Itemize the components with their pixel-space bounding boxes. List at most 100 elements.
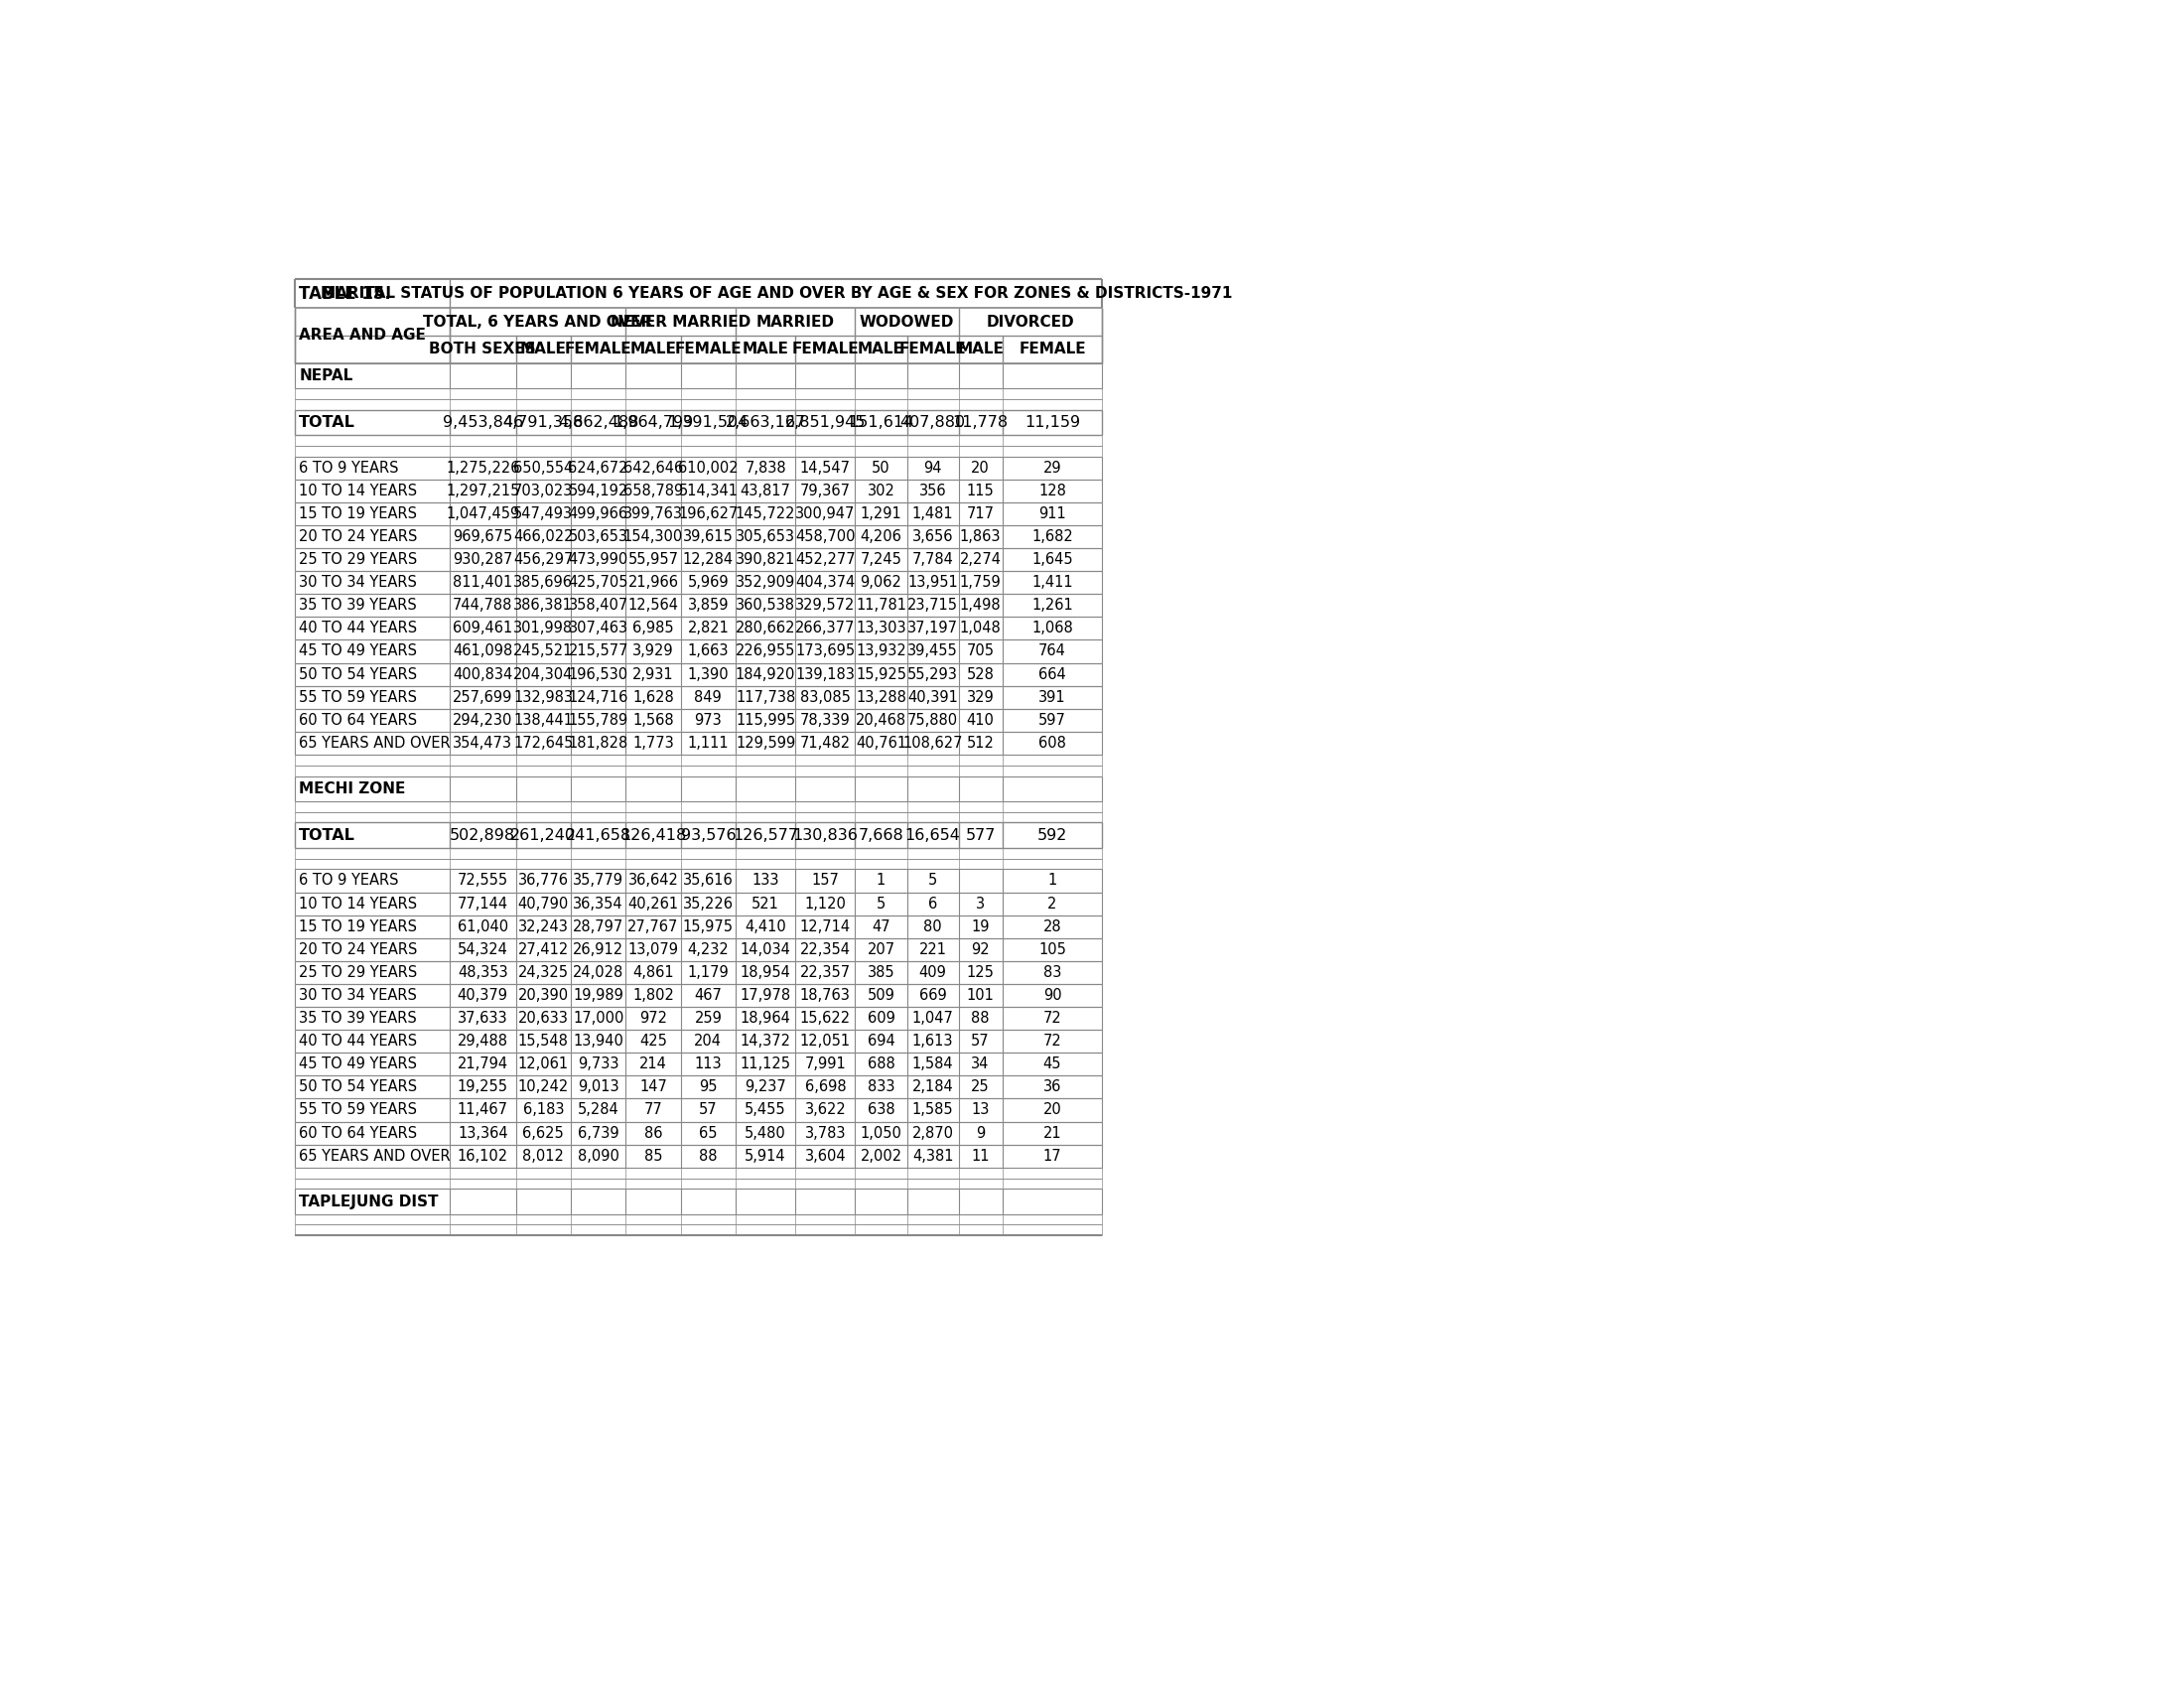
Text: 85: 85 xyxy=(644,1148,662,1163)
Text: 2,663,167: 2,663,167 xyxy=(725,415,806,430)
Text: 12,284: 12,284 xyxy=(684,552,734,567)
Text: 458,700: 458,700 xyxy=(795,530,856,544)
Text: 226,955: 226,955 xyxy=(736,643,795,658)
Text: 80: 80 xyxy=(924,920,941,933)
Text: 48,353: 48,353 xyxy=(459,966,509,981)
Text: MALE: MALE xyxy=(520,343,566,356)
Text: 35,616: 35,616 xyxy=(684,873,734,888)
Text: 1,568: 1,568 xyxy=(633,712,675,728)
Text: 512: 512 xyxy=(968,736,994,751)
Text: 973: 973 xyxy=(695,712,723,728)
Text: 139,183: 139,183 xyxy=(795,667,854,682)
Text: 658,789: 658,789 xyxy=(622,483,684,498)
Text: 6,698: 6,698 xyxy=(804,1080,845,1094)
Text: 77: 77 xyxy=(644,1102,662,1117)
Text: 37,197: 37,197 xyxy=(906,621,959,636)
Text: 54,324: 54,324 xyxy=(456,942,509,957)
Text: 30 TO 34 YEARS: 30 TO 34 YEARS xyxy=(299,576,417,591)
Text: 17,978: 17,978 xyxy=(740,987,791,1003)
Text: 301,998: 301,998 xyxy=(513,621,572,636)
Text: 594,192: 594,192 xyxy=(568,483,629,498)
Text: 1,802: 1,802 xyxy=(633,987,675,1003)
Text: 4,410: 4,410 xyxy=(745,920,786,933)
Text: 703,023: 703,023 xyxy=(513,483,574,498)
Text: 833: 833 xyxy=(867,1080,895,1094)
Text: 8,012: 8,012 xyxy=(522,1148,563,1163)
Text: 20,390: 20,390 xyxy=(518,987,568,1003)
Text: 6,183: 6,183 xyxy=(522,1102,563,1117)
Text: 4,381: 4,381 xyxy=(913,1148,954,1163)
Text: 1,291: 1,291 xyxy=(860,506,902,522)
Text: 133: 133 xyxy=(751,873,780,888)
Text: 1,481: 1,481 xyxy=(913,506,954,522)
Text: 16,102: 16,102 xyxy=(456,1148,509,1163)
Text: 6,739: 6,739 xyxy=(577,1126,618,1141)
Text: 207: 207 xyxy=(867,942,895,957)
Text: 2,931: 2,931 xyxy=(633,667,675,682)
Text: 57: 57 xyxy=(972,1033,989,1048)
Text: 10 TO 14 YEARS: 10 TO 14 YEARS xyxy=(299,483,417,498)
Text: 261,240: 261,240 xyxy=(511,827,577,842)
Text: 259: 259 xyxy=(695,1011,723,1026)
Text: 20: 20 xyxy=(1044,1102,1061,1117)
Text: 55,293: 55,293 xyxy=(909,667,959,682)
Text: 2,870: 2,870 xyxy=(913,1126,954,1141)
Text: 21,966: 21,966 xyxy=(629,576,679,591)
Text: 18,954: 18,954 xyxy=(740,966,791,981)
Text: 101: 101 xyxy=(968,987,994,1003)
Text: 1,628: 1,628 xyxy=(633,690,675,704)
Text: 16,654: 16,654 xyxy=(904,827,961,842)
Text: 47: 47 xyxy=(871,920,891,933)
Text: 71,482: 71,482 xyxy=(799,736,850,751)
Text: 467: 467 xyxy=(695,987,723,1003)
Text: 5,284: 5,284 xyxy=(577,1102,618,1117)
Text: 12,714: 12,714 xyxy=(799,920,850,933)
Text: 811,401: 811,401 xyxy=(452,576,513,591)
Text: 196,530: 196,530 xyxy=(568,667,629,682)
Text: 409: 409 xyxy=(919,966,946,981)
Text: 11,125: 11,125 xyxy=(740,1057,791,1072)
Text: 11: 11 xyxy=(972,1148,989,1163)
Text: 21,794: 21,794 xyxy=(456,1057,509,1072)
Text: 1,179: 1,179 xyxy=(688,966,729,981)
Text: 356: 356 xyxy=(919,483,946,498)
Text: 6 TO 9 YEARS: 6 TO 9 YEARS xyxy=(299,873,397,888)
Text: 75,880: 75,880 xyxy=(906,712,959,728)
Text: 204: 204 xyxy=(695,1033,723,1048)
Text: 9,237: 9,237 xyxy=(745,1080,786,1094)
Text: 55 TO 59 YEARS: 55 TO 59 YEARS xyxy=(299,1102,417,1117)
Text: 528: 528 xyxy=(968,667,994,682)
Text: 15,925: 15,925 xyxy=(856,667,906,682)
Text: 36,354: 36,354 xyxy=(572,896,622,912)
Text: 4,206: 4,206 xyxy=(860,530,902,544)
Text: 8,090: 8,090 xyxy=(577,1148,618,1163)
Text: 1,585: 1,585 xyxy=(913,1102,954,1117)
Text: 473,990: 473,990 xyxy=(568,552,629,567)
Text: 12,564: 12,564 xyxy=(629,598,679,613)
Text: 717: 717 xyxy=(968,506,994,522)
Text: 40,261: 40,261 xyxy=(627,896,679,912)
Text: 24,325: 24,325 xyxy=(518,966,568,981)
Text: 13,940: 13,940 xyxy=(572,1033,625,1048)
Text: 20,633: 20,633 xyxy=(518,1011,568,1026)
Text: 6 TO 9 YEARS: 6 TO 9 YEARS xyxy=(299,461,397,476)
Text: 1,863: 1,863 xyxy=(959,530,1000,544)
Text: 7,838: 7,838 xyxy=(745,461,786,476)
Text: 638: 638 xyxy=(867,1102,895,1117)
Text: 352,909: 352,909 xyxy=(736,576,795,591)
Text: 245,521: 245,521 xyxy=(513,643,574,658)
Text: 20,468: 20,468 xyxy=(856,712,906,728)
Text: 2,274: 2,274 xyxy=(959,552,1000,567)
Text: 130,836: 130,836 xyxy=(793,827,858,842)
Text: 329: 329 xyxy=(968,690,994,704)
Text: 2,821: 2,821 xyxy=(688,621,729,636)
Text: 72: 72 xyxy=(1044,1011,1061,1026)
Text: MARRIED: MARRIED xyxy=(756,314,834,329)
Text: 5,455: 5,455 xyxy=(745,1102,786,1117)
Text: 40,391: 40,391 xyxy=(909,690,959,704)
Text: 79,367: 79,367 xyxy=(799,483,850,498)
Text: 2: 2 xyxy=(1048,896,1057,912)
Text: 399,763: 399,763 xyxy=(622,506,684,522)
Text: 13,364: 13,364 xyxy=(459,1126,509,1141)
Text: 705: 705 xyxy=(968,643,994,658)
